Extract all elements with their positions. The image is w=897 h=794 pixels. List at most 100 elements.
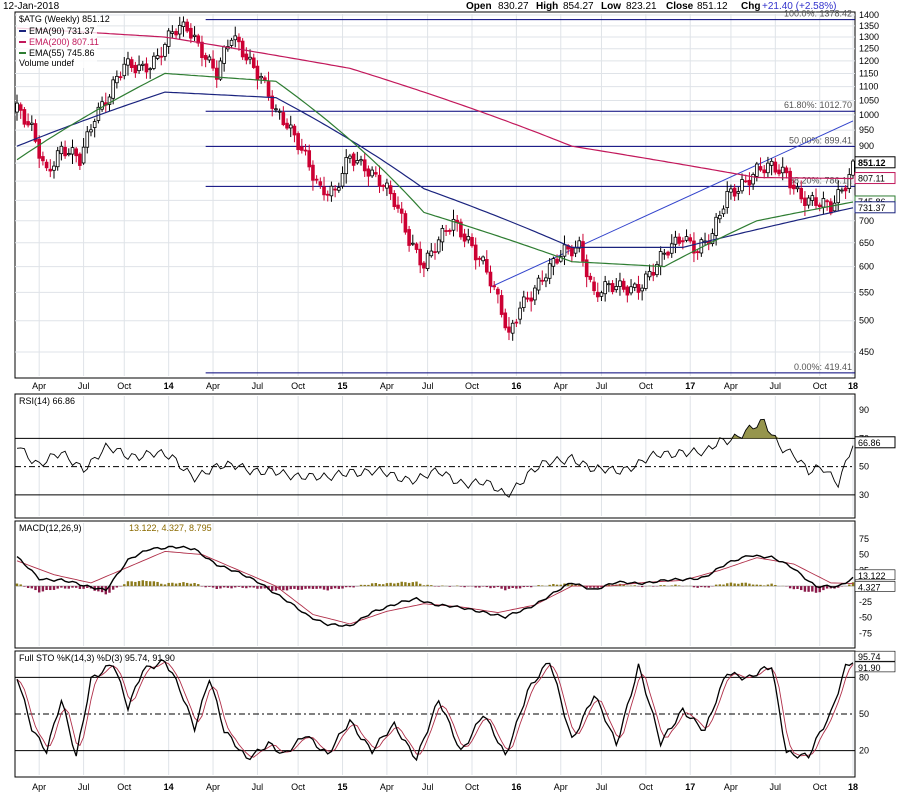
- macd-hist-bar: [352, 586, 355, 588]
- macd-tag-box: [854, 569, 896, 581]
- candle-body: [714, 216, 718, 236]
- candle-body: [29, 122, 34, 125]
- candle-body: [451, 218, 456, 231]
- candle-body: [592, 281, 596, 292]
- macd-hist-bar: [740, 582, 744, 587]
- macd-hist-bar: [330, 586, 333, 590]
- x-tick-label-bottom: Apr: [724, 782, 738, 792]
- candle-body: [348, 155, 352, 159]
- candle-body: [710, 233, 715, 245]
- fib-label: 0.00%: 419.41: [794, 362, 852, 372]
- macd-hist-bar: [441, 585, 444, 587]
- macd-hist-bar: [237, 586, 241, 587]
- candle-body: [296, 133, 300, 151]
- candle-body: [777, 169, 781, 175]
- candle-body: [307, 150, 312, 168]
- candle-body: [314, 178, 319, 181]
- macd-hist-bar: [248, 586, 252, 588]
- candle-body: [337, 187, 341, 191]
- sto-tag: 91.90: [858, 663, 881, 673]
- macd-line: [16, 545, 854, 627]
- candle-body: [492, 285, 496, 288]
- macd-hist-bar: [45, 586, 48, 591]
- macd-hist-bar: [585, 586, 588, 588]
- macd-hist-bar: [300, 586, 304, 590]
- macd-hist-bar: [252, 586, 255, 588]
- candle-body: [732, 187, 737, 197]
- macd-hist-bar: [289, 586, 292, 590]
- candle-body: [155, 55, 160, 59]
- macd-hist-bar: [345, 586, 348, 588]
- candle-body: [588, 275, 593, 280]
- macd-hist-bar: [489, 586, 492, 589]
- candle-body: [200, 41, 204, 58]
- price-y-tick: 1300: [859, 32, 879, 42]
- price-y-tick: 1150: [859, 68, 878, 78]
- rsi-panel: [14, 393, 856, 519]
- macd-hist-bar: [204, 586, 207, 588]
- x-tick-label-top: Jul: [78, 381, 90, 391]
- macd-hist-bar: [348, 586, 352, 588]
- macd-hist-bar: [500, 586, 503, 589]
- macd-hist-bar: [596, 586, 599, 588]
- candle-body: [795, 186, 800, 190]
- macd-hist-bar: [396, 582, 400, 587]
- macd-hist-bar: [818, 586, 821, 593]
- macd-hist-bar: [41, 586, 45, 592]
- sto-series: [15, 658, 855, 762]
- candle-body: [755, 163, 759, 177]
- candle-body: [66, 153, 71, 156]
- macd-hist-bar: [71, 586, 74, 588]
- candle-body: [52, 165, 56, 171]
- candle-body: [503, 312, 508, 329]
- candle-body: [63, 146, 67, 157]
- macd-hist-bar: [507, 586, 511, 589]
- macd-hist-bar: [622, 584, 625, 587]
- x-tick-label-top: Jul: [422, 381, 434, 391]
- macd-hist-bar: [271, 586, 274, 591]
- candle-body: [74, 148, 78, 157]
- candle-body: [140, 63, 145, 66]
- price-y-tick: 600: [859, 262, 874, 272]
- candle-body: [133, 64, 138, 74]
- candle-body: [166, 30, 171, 47]
- macd-hist-bar: [589, 586, 592, 588]
- macd-hist-bar: [156, 581, 159, 587]
- candle-body: [118, 76, 123, 79]
- x-tick-label-bottom: Jul: [78, 782, 90, 792]
- candle-body: [632, 283, 637, 288]
- macd-hist-bar: [263, 586, 267, 589]
- macd-hist-bar: [315, 586, 318, 589]
- candle-body: [570, 246, 574, 257]
- candle-body: [251, 57, 256, 68]
- candle-body: [644, 273, 648, 289]
- candle-body: [403, 213, 408, 233]
- candle-body: [599, 292, 604, 297]
- macd-hist-bar: [419, 583, 422, 587]
- price-tag-box: [854, 201, 896, 214]
- candle-body: [233, 35, 238, 41]
- candle-body: [614, 286, 619, 291]
- candle-body: [218, 60, 223, 80]
- x-tick-label-bottom: Oct: [639, 782, 654, 792]
- candle-body: [144, 63, 149, 73]
- x-tick-label-top: Jul: [252, 381, 264, 391]
- rsi-tag-box: [854, 436, 896, 449]
- macd-hist-bar: [763, 585, 766, 587]
- macd-hist-bar: [426, 584, 429, 587]
- macd-hist-bar: [430, 585, 433, 587]
- macd-hist-bar: [126, 581, 130, 587]
- candle-body: [507, 326, 511, 333]
- macd-hist-bar: [848, 584, 851, 587]
- candle-body: [499, 295, 504, 315]
- candle-body: [470, 237, 474, 247]
- candle-body: [603, 281, 607, 295]
- macd-hist-bar: [304, 586, 307, 589]
- price-tag-box: [854, 172, 896, 185]
- candle-body: [189, 27, 193, 39]
- candle-body: [447, 229, 452, 232]
- price-tag: 851.12: [858, 158, 886, 168]
- macd-hist-bar: [729, 582, 733, 587]
- candle-body: [92, 121, 97, 128]
- macd-hist-bar: [759, 584, 762, 587]
